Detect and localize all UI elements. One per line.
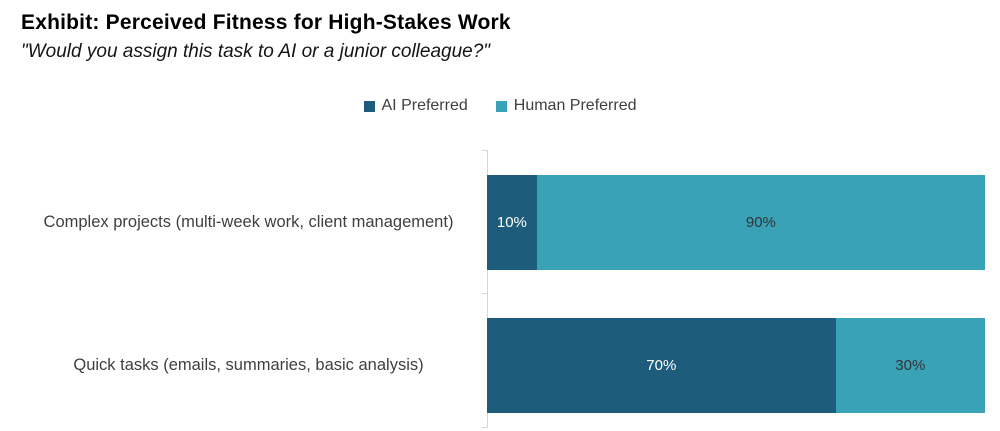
chart-subtitle: "Would you assign this task to AI or a j… bbox=[21, 41, 491, 62]
category-axis-line bbox=[482, 150, 488, 428]
bar-track: 70% 30% bbox=[487, 318, 985, 413]
legend-swatch-ai-preferred bbox=[363, 100, 375, 112]
chart-row: Complex projects (multi-week work, clien… bbox=[0, 175, 985, 270]
plot-area: Complex projects (multi-week work, clien… bbox=[0, 175, 985, 413]
category-label: Complex projects (multi-week work, clien… bbox=[43, 213, 454, 232]
axis-tick bbox=[482, 293, 487, 294]
axis-tick bbox=[482, 150, 487, 151]
bar-segment-ai-preferred: 70% bbox=[487, 318, 836, 413]
chart-legend: AI Preferred Human Preferred bbox=[0, 97, 1000, 115]
legend-item-ai-preferred: AI Preferred bbox=[363, 97, 468, 115]
bar-segment-human-preferred: 90% bbox=[536, 175, 985, 270]
legend-label-human-preferred: Human Preferred bbox=[513, 97, 637, 114]
chart-row: Quick tasks (emails, summaries, basic an… bbox=[0, 318, 985, 413]
category-label: Quick tasks (emails, summaries, basic an… bbox=[73, 356, 424, 375]
legend-label-ai-preferred: AI Preferred bbox=[381, 97, 468, 114]
bar-track: 10% 90% bbox=[487, 175, 985, 270]
legend-item-human-preferred: Human Preferred bbox=[495, 97, 637, 115]
legend-swatch-human-preferred bbox=[495, 100, 507, 112]
bar-segment-ai-preferred: 10% bbox=[487, 175, 537, 270]
chart-title: Exhibit: Perceived Fitness for High-Stak… bbox=[21, 11, 511, 34]
axis-tick bbox=[482, 427, 487, 428]
bar-segment-human-preferred: 30% bbox=[835, 318, 985, 413]
